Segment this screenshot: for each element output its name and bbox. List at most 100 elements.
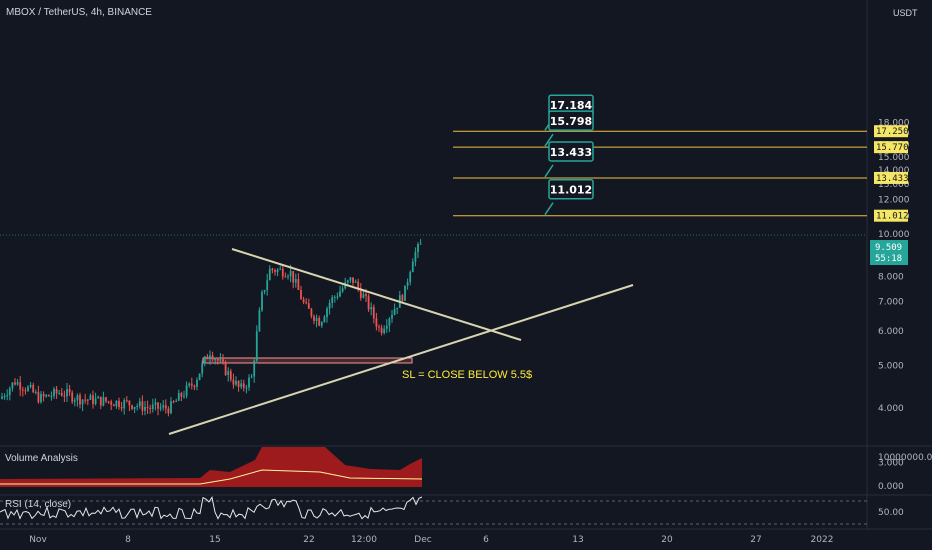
candle-body-124: [323, 317, 326, 323]
candle-body-52: [136, 405, 139, 407]
price-axis[interactable]: [867, 0, 932, 550]
candle-body-15: [40, 394, 42, 403]
candle-body-50: [131, 405, 133, 409]
candle-body-80: [209, 355, 211, 360]
candle-body-127: [331, 297, 334, 303]
candle-body-34: [89, 395, 92, 400]
candle-body-133: [346, 280, 349, 283]
candle-body-35: [92, 395, 94, 404]
triangle-lower-trendline[interactable]: [168, 284, 634, 435]
rsi-pane-label[interactable]: RSI (14, close): [5, 499, 72, 510]
target-callout-value-1: 15.798: [550, 115, 592, 128]
candle-body-83: [216, 358, 219, 361]
candle-body-73: [190, 383, 193, 386]
candle-body-74: [193, 385, 196, 387]
candle-body-149: [388, 318, 391, 326]
candle-body-44: [115, 400, 118, 407]
target-callout-3[interactable]: [548, 178, 594, 200]
candle-body-10: [27, 386, 29, 391]
candle-body-40: [105, 397, 107, 402]
candle-body-154: [401, 295, 404, 301]
candle-body-123: [320, 322, 323, 326]
volume-tick-top: 10000000.000: [878, 453, 932, 463]
candle-body-5: [14, 382, 16, 385]
candle-body-61: [159, 407, 162, 409]
candle-body-22: [58, 392, 61, 394]
candle-body-19: [50, 395, 53, 397]
candle-body-55: [144, 406, 146, 411]
target-callout-2[interactable]: [548, 141, 594, 162]
candle-body-91: [237, 380, 240, 387]
volume-pane-label[interactable]: Volume Analysis: [5, 453, 78, 464]
last-price-value: 9.509: [875, 243, 902, 253]
candle-body-28: [73, 400, 76, 402]
last-price-tag: [870, 240, 908, 265]
candle-body-116: [302, 299, 305, 303]
triangle-upper-trendline[interactable]: [231, 248, 522, 341]
candle-body-11: [29, 384, 32, 387]
rsi-tick-50: 50.00: [878, 508, 904, 518]
candle-body-96: [250, 376, 253, 378]
target-price-tag-2: [874, 171, 908, 184]
candle-body-41: [107, 401, 110, 403]
candle-body-139: [362, 294, 365, 298]
y-tick-12: 5.000: [878, 362, 904, 372]
rsi-series: [0, 496, 867, 525]
candle-body-32: [84, 399, 87, 401]
support-zone[interactable]: [202, 357, 413, 364]
candle-body-90: [235, 380, 237, 385]
candle-body-9: [24, 390, 27, 392]
candle-body-75: [196, 379, 198, 387]
target-levels: 17.184 17.250 15.798 15.770 13.433 13.433 11.0…: [453, 94, 909, 222]
candle-body-29: [76, 395, 79, 401]
price-pane[interactable]: [0, 0, 867, 446]
candle-body-109: [284, 276, 287, 278]
target-price-tag-value-3: 11.012: [876, 212, 909, 222]
y-tick-8: 10.000: [878, 230, 910, 240]
x-tick-6: 6: [483, 535, 489, 545]
volume-ma-line: [0, 469, 423, 485]
candle-body-101: [263, 290, 266, 293]
candle-body-146: [380, 327, 383, 334]
candle-body-145: [378, 326, 380, 328]
candle-body-136: [354, 281, 357, 283]
candle-body-102: [266, 280, 269, 291]
candle-body-95: [248, 377, 250, 388]
candle-body-49: [128, 400, 131, 406]
candle-body-126: [328, 302, 331, 309]
x-tick-labels: Nov 8 15 22 12:00 Dec 6 13 20 27 2022: [29, 535, 833, 545]
last-price-countdown: 55:18: [875, 254, 902, 264]
symbol-title[interactable]: MBOX / TetherUS, 4h, BINANCE: [6, 7, 152, 18]
y-tick-11: 6.000: [878, 327, 904, 337]
candle-body-140: [365, 294, 367, 296]
candle-body-106: [276, 269, 279, 273]
candle-body-70: [183, 395, 185, 397]
candle-body-1: [3, 396, 6, 398]
candle-body-131: [341, 288, 344, 292]
candle-body-67: [175, 400, 178, 402]
candle-body-30: [79, 395, 81, 405]
candle-body-72: [188, 383, 191, 386]
candle-body-0: [1, 396, 3, 399]
candle-body-64: [167, 408, 170, 414]
candle-body-147: [383, 328, 386, 334]
candle-body-12: [32, 384, 35, 393]
candle-body-138: [359, 288, 362, 298]
candle-body-122: [318, 317, 321, 326]
candle-body-125: [326, 308, 328, 318]
target-callout-pointer-3: [544, 202, 554, 216]
candle-body-24: [63, 395, 66, 397]
target-callout-value-2: 13.433: [550, 146, 592, 159]
candle-body-82: [214, 358, 217, 360]
candle-body-57: [149, 407, 152, 409]
candle-body-6: [16, 382, 19, 385]
candle-body-156: [406, 282, 409, 286]
candle-body-160: [417, 244, 419, 253]
candle-body-21: [55, 388, 58, 394]
target-callout-1[interactable]: [548, 110, 594, 131]
x-tick-2: 15: [209, 535, 220, 545]
volume-analysis-series: [0, 447, 423, 487]
candle-body-17: [45, 394, 48, 397]
y-tick-13: 4.000: [878, 404, 904, 414]
